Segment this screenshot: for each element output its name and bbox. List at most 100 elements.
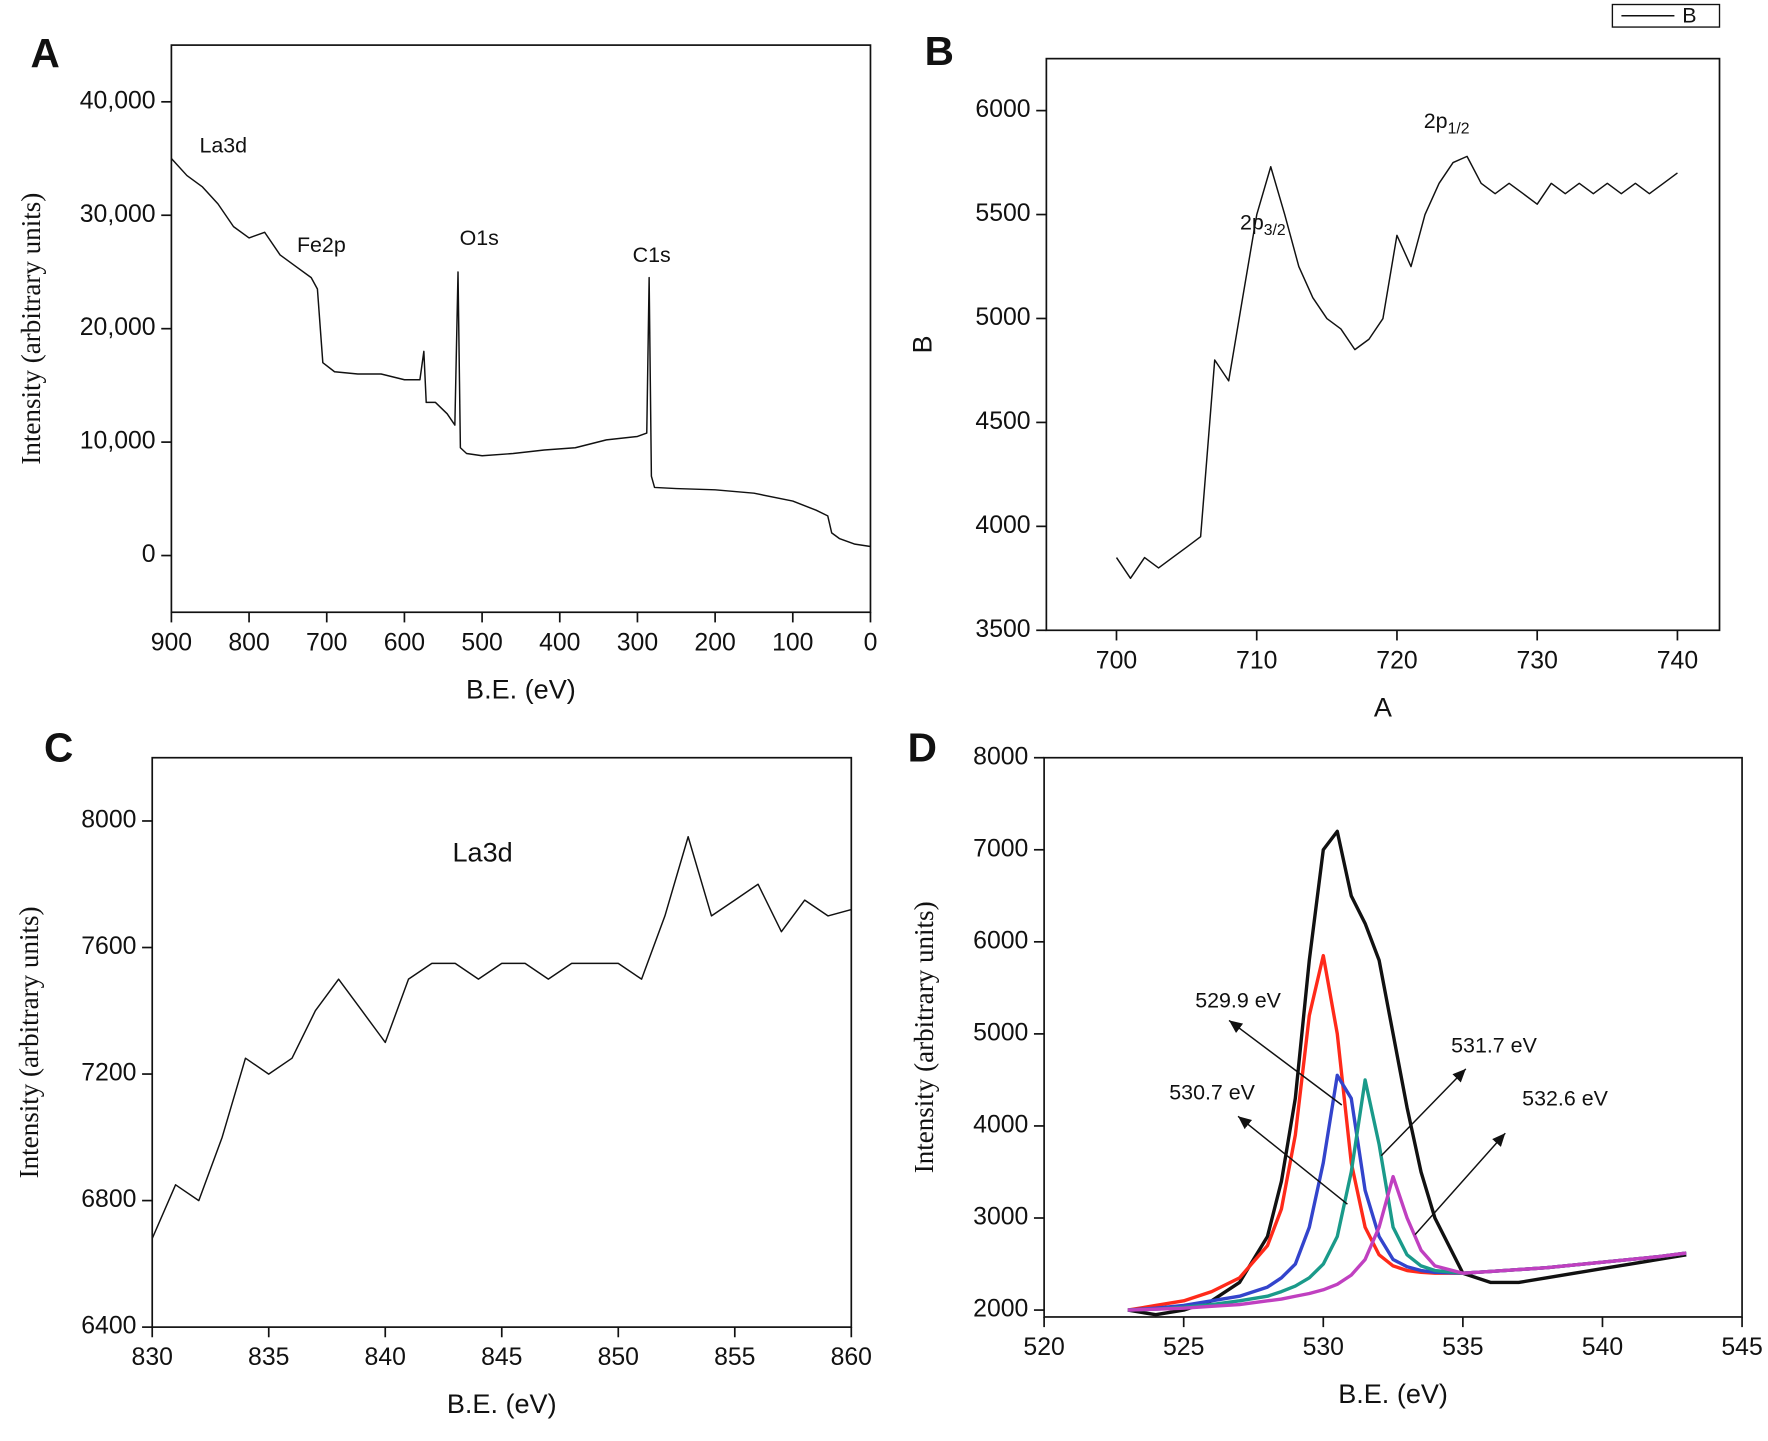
y-tick-label: 0 bbox=[142, 541, 156, 568]
x-tick-label: 860 bbox=[831, 1344, 872, 1371]
annotation: 529.9 eV bbox=[1195, 988, 1281, 1012]
annotation-text: Fe2p bbox=[297, 232, 346, 256]
annotation-text: 532.6 eV bbox=[1522, 1086, 1608, 1110]
y-tick-label: 20,000 bbox=[80, 314, 156, 341]
x-tick-label: 200 bbox=[694, 629, 735, 656]
y-tick-label: 6000 bbox=[973, 927, 1028, 954]
y-axis-label: Intensity (arbitrary units) bbox=[14, 906, 44, 1178]
y-tick-label: 2000 bbox=[973, 1296, 1028, 1323]
annotation-text: La3d bbox=[199, 133, 247, 157]
y-tick-label: 6400 bbox=[81, 1313, 136, 1340]
arrow bbox=[1228, 1019, 1343, 1106]
x-tick-label: 830 bbox=[132, 1344, 173, 1371]
annotation-text: 2p bbox=[1424, 108, 1448, 132]
annotation-text: 531.7 eV bbox=[1451, 1033, 1537, 1057]
y-tick-label: 6000 bbox=[975, 96, 1030, 123]
y-tick-label: 5000 bbox=[975, 304, 1030, 331]
y-tick-label: 7200 bbox=[81, 1060, 136, 1087]
annotation: 532.6 eV bbox=[1522, 1086, 1608, 1110]
x-tick-label: 800 bbox=[228, 629, 269, 656]
annotation-text: La3d bbox=[453, 838, 513, 868]
annotation: 2p1/2 bbox=[1424, 108, 1470, 137]
x-tick-label: 545 bbox=[1721, 1334, 1762, 1361]
x-tick-label: 900 bbox=[151, 629, 192, 656]
x-tick-label: 710 bbox=[1236, 647, 1277, 674]
annotation-text: 529.9 eV bbox=[1195, 988, 1281, 1012]
y-tick-label: 6800 bbox=[81, 1186, 136, 1213]
annotation: O1s bbox=[460, 226, 499, 250]
data-line bbox=[151, 836, 852, 1239]
x-tick-label: 720 bbox=[1376, 647, 1417, 674]
x-tick-label: 530 bbox=[1303, 1334, 1344, 1361]
x-axis-label: B.E. (eV) bbox=[447, 1389, 557, 1419]
y-tick-label: 30,000 bbox=[80, 201, 156, 228]
panel-label: B bbox=[925, 28, 954, 74]
x-tick-label: 850 bbox=[598, 1344, 639, 1371]
y-tick-label: 5500 bbox=[975, 200, 1030, 227]
x-tick-label: 300 bbox=[617, 629, 658, 656]
x-tick-label: 400 bbox=[539, 629, 580, 656]
x-tick-label: 535 bbox=[1442, 1334, 1483, 1361]
x-axis-label: B.E. (eV) bbox=[466, 674, 576, 704]
x-tick-label: 835 bbox=[248, 1344, 289, 1371]
data-line bbox=[1127, 829, 1687, 1317]
annotation: 2p3/2 bbox=[1240, 210, 1286, 239]
x-tick-label: 0 bbox=[864, 629, 878, 656]
x-tick-label: 600 bbox=[384, 629, 425, 656]
y-tick-label: 3000 bbox=[973, 1204, 1028, 1231]
x-tick-label: 740 bbox=[1657, 647, 1698, 674]
y-tick-label: 4500 bbox=[975, 408, 1030, 435]
arrow bbox=[1414, 1132, 1506, 1236]
annotation: La3d bbox=[199, 133, 247, 157]
panel-label: A bbox=[30, 30, 59, 76]
y-tick-label: 40,000 bbox=[80, 87, 156, 114]
data-line bbox=[1127, 1174, 1687, 1312]
annotation-text: 530.7 eV bbox=[1169, 1080, 1255, 1104]
x-tick-label: 855 bbox=[714, 1344, 755, 1371]
y-tick-label: 4000 bbox=[973, 1111, 1028, 1138]
data-line bbox=[1115, 155, 1678, 580]
annotation-subscript: 1/2 bbox=[1448, 121, 1470, 138]
annotation: 530.7 eV bbox=[1169, 1080, 1255, 1104]
data-line bbox=[170, 158, 871, 548]
annotation-subscript: 3/2 bbox=[1264, 222, 1286, 239]
x-tick-label: 100 bbox=[772, 629, 813, 656]
arrow bbox=[1380, 1068, 1467, 1157]
x-tick-label: 500 bbox=[461, 629, 502, 656]
x-tick-label: 730 bbox=[1517, 647, 1558, 674]
annotation: La3d bbox=[453, 838, 513, 868]
y-tick-label: 3500 bbox=[975, 616, 1030, 643]
y-axis-label: Intensity (arbitrary units) bbox=[909, 901, 939, 1173]
y-axis-label: Intensity (arbitrary units) bbox=[16, 193, 46, 465]
annotation-text: 2p bbox=[1240, 210, 1264, 234]
y-tick-label: 7000 bbox=[973, 835, 1028, 862]
annotation: Fe2p bbox=[297, 232, 346, 256]
x-axis-label: A bbox=[1374, 692, 1392, 722]
plot-frame bbox=[1045, 57, 1721, 632]
y-tick-label: 4000 bbox=[975, 512, 1030, 539]
y-tick-label: 5000 bbox=[973, 1019, 1028, 1046]
annotation: C1s bbox=[633, 243, 671, 267]
y-tick-label: 7600 bbox=[81, 933, 136, 960]
x-tick-label: 700 bbox=[306, 629, 347, 656]
y-tick-label: 8000 bbox=[973, 743, 1028, 770]
panel-label: C bbox=[44, 725, 73, 771]
panel-label: D bbox=[908, 725, 937, 771]
x-tick-label: 845 bbox=[481, 1344, 522, 1371]
y-axis-label: B bbox=[908, 335, 938, 353]
x-tick-label: 525 bbox=[1163, 1334, 1204, 1361]
x-tick-label: 540 bbox=[1582, 1334, 1623, 1361]
plot-frame bbox=[1043, 756, 1743, 1318]
x-tick-label: 700 bbox=[1096, 647, 1137, 674]
x-tick-label: 520 bbox=[1023, 1334, 1064, 1361]
annotation-text: C1s bbox=[633, 243, 671, 267]
arrow bbox=[1237, 1115, 1348, 1205]
annotation: 531.7 eV bbox=[1451, 1033, 1537, 1057]
y-tick-label: 10,000 bbox=[80, 428, 156, 455]
y-tick-label: 8000 bbox=[81, 807, 136, 834]
plot-frame bbox=[170, 44, 872, 614]
legend-label: B bbox=[1682, 4, 1696, 28]
x-axis-label: B.E. (eV) bbox=[1338, 1379, 1448, 1409]
annotation-text: O1s bbox=[460, 226, 499, 250]
